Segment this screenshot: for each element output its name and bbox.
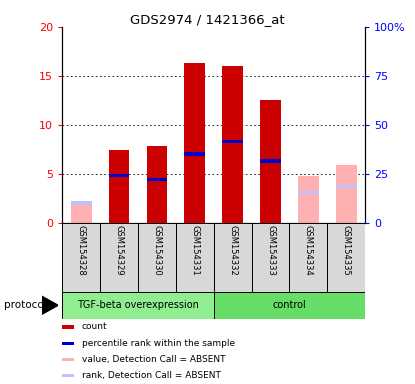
Bar [298, 190, 319, 194]
Text: control: control [273, 300, 306, 310]
Bar [214, 223, 251, 292]
Text: GSM154335: GSM154335 [342, 225, 351, 276]
Bar [298, 176, 319, 223]
Bar [260, 100, 281, 223]
Bar [100, 223, 138, 292]
Bar [184, 152, 205, 156]
Polygon shape [42, 296, 58, 314]
Bar [138, 223, 176, 292]
Bar [62, 325, 74, 329]
Bar [62, 342, 74, 345]
Text: GSM154334: GSM154334 [304, 225, 313, 276]
Bar [62, 358, 74, 361]
Text: GSM154330: GSM154330 [152, 225, 161, 276]
Text: GDS2974 / 1421366_at: GDS2974 / 1421366_at [130, 13, 285, 26]
Bar [146, 146, 167, 223]
Bar [62, 223, 100, 292]
Text: GSM154331: GSM154331 [190, 225, 199, 276]
Bar [71, 202, 92, 205]
Text: GSM154328: GSM154328 [77, 225, 85, 276]
Bar [222, 66, 243, 223]
Bar [109, 150, 129, 223]
Bar [146, 178, 167, 181]
Text: GSM154332: GSM154332 [228, 225, 237, 276]
Bar [71, 204, 92, 223]
Bar [62, 374, 74, 377]
Text: percentile rank within the sample: percentile rank within the sample [82, 339, 235, 348]
Bar [260, 159, 281, 163]
Bar [327, 223, 365, 292]
Bar [336, 165, 356, 223]
Bar [290, 223, 327, 292]
Text: rank, Detection Call = ABSENT: rank, Detection Call = ABSENT [82, 371, 221, 380]
Text: TGF-beta overexpression: TGF-beta overexpression [77, 300, 199, 310]
Text: value, Detection Call = ABSENT: value, Detection Call = ABSENT [82, 355, 225, 364]
Bar [62, 292, 214, 319]
Bar [222, 140, 243, 143]
Bar [214, 292, 365, 319]
Bar [251, 223, 290, 292]
Bar [176, 223, 214, 292]
Bar [336, 185, 356, 188]
Bar [109, 174, 129, 177]
Text: protocol: protocol [4, 300, 47, 310]
Text: GSM154333: GSM154333 [266, 225, 275, 276]
Bar [184, 63, 205, 223]
Text: GSM154329: GSM154329 [115, 225, 124, 275]
Text: count: count [82, 323, 107, 331]
